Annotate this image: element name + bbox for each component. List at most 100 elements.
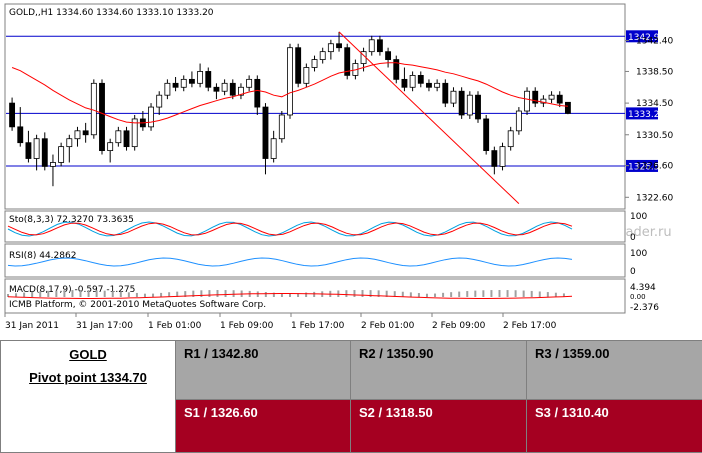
chart-title: GOLD,,H1 1334.60 1334.60 1333.10 1333.20 bbox=[9, 8, 214, 18]
rsi-level-100: 100 bbox=[630, 249, 647, 259]
candle-body bbox=[262, 106, 269, 159]
resistance-cell-r3: R3 / 1359.00 bbox=[526, 340, 702, 400]
candle-body bbox=[475, 94, 481, 120]
y-tick-label: 1342.40 bbox=[636, 37, 673, 47]
candle-body bbox=[393, 59, 400, 80]
candle-body bbox=[376, 39, 383, 53]
candle-body bbox=[515, 110, 522, 132]
candle-body bbox=[180, 78, 187, 88]
candle-body bbox=[221, 82, 228, 92]
candle-body bbox=[131, 118, 138, 148]
support-s1: S1 / 1326.60 bbox=[184, 404, 258, 420]
candle-body bbox=[270, 138, 277, 159]
resistance-cell-r2: R2 / 1350.90 bbox=[350, 340, 527, 400]
price-tag-box bbox=[626, 107, 658, 120]
price-tag-label: 1326.56 bbox=[628, 162, 665, 172]
candle-body bbox=[303, 67, 310, 84]
y-axis: 1342.40 1338.50 1334.50 1330.50 1326.60 1322.… bbox=[625, 37, 673, 203]
macd-level-high: 4.394 bbox=[630, 283, 656, 293]
candle-body bbox=[287, 47, 293, 116]
candle-body bbox=[311, 59, 318, 68]
y-tick-label: 1334.50 bbox=[636, 99, 673, 109]
macd-lines bbox=[7, 290, 573, 299]
candle-body bbox=[327, 43, 334, 53]
candle-body bbox=[409, 75, 416, 88]
macd-level-zero: 0.00 bbox=[630, 293, 646, 301]
macd-signal-line bbox=[7, 293, 573, 299]
candle-body bbox=[188, 78, 195, 84]
candle-body bbox=[507, 130, 514, 148]
support-cell-s3: S3 / 1310.40 bbox=[526, 398, 702, 453]
ma-line bbox=[11, 62, 568, 124]
x-tick-label: 2 Feb 17:00 bbox=[503, 321, 557, 331]
candle-body bbox=[426, 82, 432, 88]
candle-body bbox=[417, 75, 424, 84]
x-tick-label: 31 Jan 17:00 bbox=[76, 321, 133, 331]
main-panel bbox=[4, 3, 626, 210]
candle-body bbox=[499, 146, 506, 167]
macd-panel bbox=[4, 278, 626, 314]
x-tick-label: 31 Jan 2011 bbox=[5, 321, 59, 331]
candle-body bbox=[295, 47, 302, 84]
price-tag-box bbox=[626, 30, 658, 43]
stochastic-panel bbox=[4, 210, 626, 243]
x-tick-label: 1 Feb 09:00 bbox=[220, 321, 274, 331]
candle-body bbox=[368, 39, 375, 53]
candle-body bbox=[540, 98, 547, 104]
candle-body bbox=[385, 51, 392, 60]
candle-body bbox=[336, 43, 342, 49]
candle-body bbox=[483, 118, 490, 151]
chart-area: GOLD,,H1 1334.60 1334.60 1333.10 1333.20… bbox=[4, 3, 673, 331]
candle-body bbox=[524, 90, 530, 112]
resistance-r1: R1 / 1342.80 bbox=[184, 346, 259, 361]
rsi-label: RSI(8) 44.2862 bbox=[9, 251, 76, 261]
stochastic-label: Sto(8,3,3) 72.3270 73.3635 bbox=[9, 215, 134, 225]
candle-body bbox=[123, 130, 130, 148]
candle-body bbox=[319, 51, 326, 60]
candle-body bbox=[156, 94, 163, 108]
candle-body bbox=[205, 71, 212, 88]
price-tag-box bbox=[626, 159, 658, 172]
candle-body bbox=[213, 86, 220, 92]
candle-body bbox=[41, 138, 48, 167]
candle-body bbox=[401, 78, 408, 88]
candle-body bbox=[344, 47, 351, 76]
candle-body bbox=[50, 162, 56, 167]
candle-body bbox=[172, 82, 179, 88]
copyright-text: ICMB Platform, © 2001-2010 MetaQuotes So… bbox=[9, 300, 266, 310]
rsi-indicator-line bbox=[7, 257, 573, 267]
candles bbox=[9, 31, 571, 187]
pivot-point-label: Pivot point 1334.70 bbox=[29, 370, 147, 385]
candle-body bbox=[246, 78, 253, 88]
resistance-cell-r1: R1 / 1342.80 bbox=[175, 340, 351, 400]
candle-body bbox=[25, 142, 32, 159]
rsi-level-0: 0 bbox=[630, 267, 636, 277]
y-tick-label: 1330.50 bbox=[636, 131, 673, 141]
pivot-table: GOLD Pivot point 1334.70 R1 / 1342.80 R2… bbox=[0, 340, 702, 453]
y-tick-label: 1338.50 bbox=[636, 67, 673, 77]
candle-body bbox=[434, 82, 441, 88]
y-tick-label: 1326.60 bbox=[636, 162, 673, 172]
rsi-line bbox=[7, 257, 573, 267]
support-s2: S2 / 1318.50 bbox=[359, 404, 433, 420]
candle-body bbox=[74, 130, 81, 140]
candle-body bbox=[564, 101, 571, 114]
x-tick-label: 2 Feb 01:00 bbox=[361, 321, 415, 331]
trend-line-segment bbox=[338, 31, 520, 204]
level-lines: 1342.94 1333.20 1326.56 bbox=[6, 30, 665, 172]
x-tick-label: 1 Feb 17:00 bbox=[291, 321, 345, 331]
stochastic-signal-line bbox=[7, 222, 573, 236]
candle-body bbox=[254, 78, 261, 108]
candle-body bbox=[164, 82, 171, 96]
candle-body bbox=[90, 82, 97, 136]
candle-body bbox=[197, 71, 204, 84]
candle-body bbox=[442, 82, 449, 104]
rsi-panel bbox=[4, 243, 626, 278]
support-cell-s2: S2 / 1318.50 bbox=[350, 398, 527, 453]
candle-body bbox=[458, 90, 465, 116]
resistance-r3: R3 / 1359.00 bbox=[535, 346, 610, 361]
stochastic-lines bbox=[7, 221, 573, 237]
candle-body bbox=[450, 90, 457, 104]
candle-body bbox=[115, 130, 122, 144]
price-tag-label: 1342.94 bbox=[628, 33, 665, 43]
